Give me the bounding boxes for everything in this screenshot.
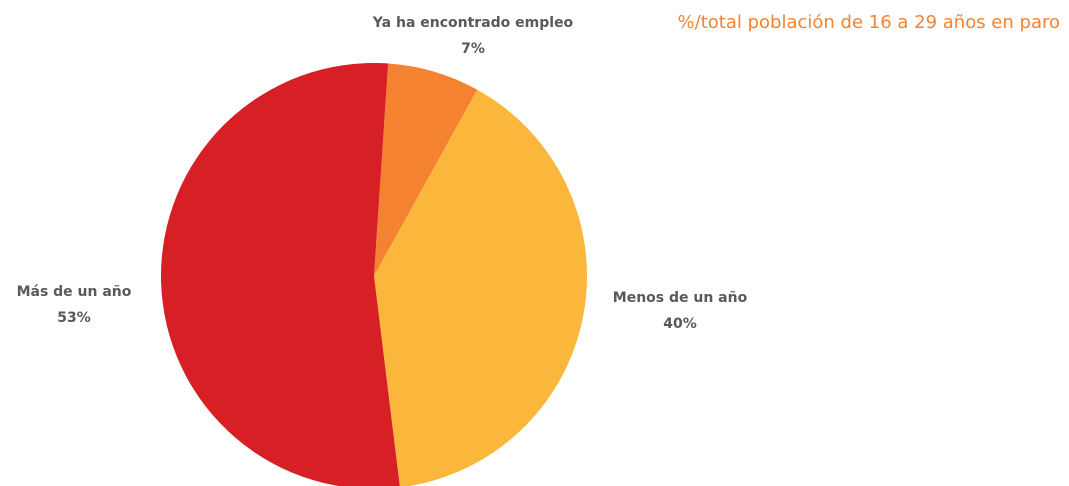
slice-value-label: 53% [57,310,91,326]
slice-value-label: 40% [663,316,697,332]
pie-slice [374,63,478,276]
chart-subtitle: %/total población de 16 a 29 años en par… [678,12,1060,33]
pie-slice [160,63,400,486]
slice-value-label: 7% [461,41,485,57]
pie-slice [374,89,587,486]
slice-label: Menos de un año [613,290,748,306]
slice-label: Más de un año [17,284,132,300]
slice-label: Ya ha encontrado empleo [372,15,574,31]
